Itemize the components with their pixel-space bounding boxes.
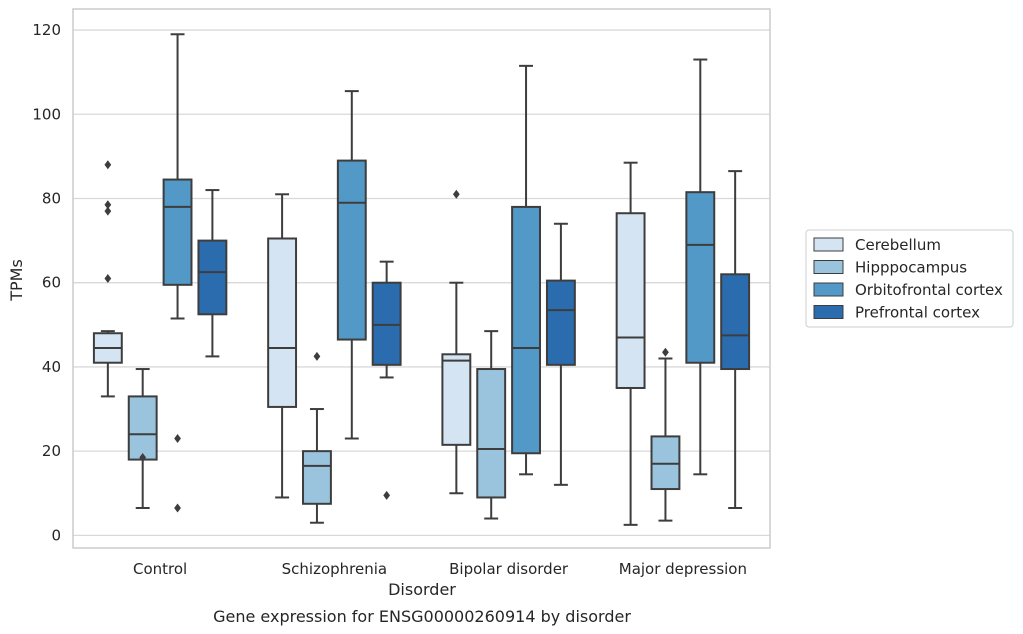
legend-label: Prefrontal cortex — [855, 304, 980, 322]
legend-item: Orbitofrontal cortex — [813, 281, 1003, 299]
outlier-point — [662, 347, 669, 357]
box-orbitofrontal-cortex — [162, 33, 193, 513]
y-axis-label: TPMs — [7, 259, 26, 302]
iqr-box — [615, 212, 646, 389]
figure-caption: Gene expression for ENSG00000260914 by d… — [213, 607, 631, 626]
iqr-box — [511, 205, 541, 455]
y-tick-label: 40 — [42, 358, 61, 376]
y-tick-label: 80 — [42, 189, 61, 207]
legend-item: Hipppocampus — [813, 259, 967, 277]
outlier-point — [104, 160, 112, 170]
box-hipppocampus — [650, 347, 681, 522]
outlier-point — [383, 490, 391, 500]
legend: Cerebellum Hipppocampus Orbitofrontal cort… — [805, 229, 1014, 328]
legend-label: Cerebellum — [855, 236, 941, 254]
iqr-box — [162, 178, 193, 286]
legend-item: Prefrontal cortex — [813, 304, 980, 322]
box-cerebellum — [441, 189, 472, 495]
y-tick-label: 20 — [42, 442, 61, 460]
iqr-box — [336, 159, 367, 341]
iqr-box — [302, 450, 332, 505]
box-prefrontal-cortex — [197, 189, 228, 358]
outlier-point — [104, 274, 112, 283]
iqr-box — [476, 368, 507, 499]
iqr-box — [685, 191, 716, 364]
outlier-point — [174, 503, 181, 513]
legend-item: Cerebellum — [813, 236, 941, 254]
box-prefrontal-cortex — [720, 170, 751, 509]
box-hipppocampus — [127, 368, 158, 509]
iqr-box — [720, 273, 751, 371]
legend-swatch — [813, 305, 844, 319]
box-cerebellum — [267, 193, 298, 499]
box-prefrontal-cortex — [545, 222, 576, 486]
box-hipppocampus — [302, 351, 332, 524]
iqr-box — [267, 237, 298, 408]
iqr-box — [197, 239, 228, 316]
iqr-box — [441, 353, 472, 446]
x-axis-label: Disorder — [388, 580, 456, 599]
y-tick-label: 60 — [42, 274, 61, 292]
box-orbitofrontal-cortex — [336, 90, 367, 440]
legend-label: Orbitofrontal cortex — [855, 281, 1003, 299]
x-tick-label: Schizophrenia — [282, 560, 387, 578]
y-tick-label: 120 — [32, 21, 61, 39]
outlier-point — [313, 351, 321, 361]
iqr-box — [127, 395, 158, 461]
legend-swatch — [813, 282, 844, 297]
x-axis-ticks: Control Schizophrenia Bipolar disorder Majo… — [133, 560, 747, 578]
legend-swatch — [813, 237, 844, 252]
iqr-box — [650, 435, 681, 491]
x-tick-label: Control — [133, 560, 187, 578]
outlier-point — [452, 189, 460, 199]
outlier-point — [174, 434, 181, 444]
box-prefrontal-cortex — [371, 260, 402, 500]
box-hipppocampus — [476, 330, 507, 520]
legend-swatch — [813, 260, 844, 274]
outlier-point — [104, 206, 112, 216]
y-axis-ticks: 0 20 40 60 80 100 120 — [32, 21, 61, 544]
outlier-point — [104, 200, 112, 210]
box-orbitofrontal-cortex — [685, 58, 716, 476]
legend-label: Hipppocampus — [855, 259, 967, 277]
plot-area-frame — [72, 8, 771, 549]
x-tick-label: Bipolar disorder — [449, 560, 569, 578]
y-tick-label: 0 — [51, 526, 61, 544]
iqr-box — [545, 279, 576, 366]
box-cerebellum — [615, 161, 646, 526]
x-tick-label: Major depression — [619, 560, 747, 578]
box-orbitofrontal-cortex — [511, 64, 541, 476]
outlier-point — [139, 452, 147, 462]
y-tick-label: 100 — [32, 105, 61, 123]
box-cerebellum — [92, 160, 123, 398]
legend-frame — [805, 229, 1014, 328]
iqr-box — [371, 281, 402, 366]
boxes — [92, 33, 751, 526]
